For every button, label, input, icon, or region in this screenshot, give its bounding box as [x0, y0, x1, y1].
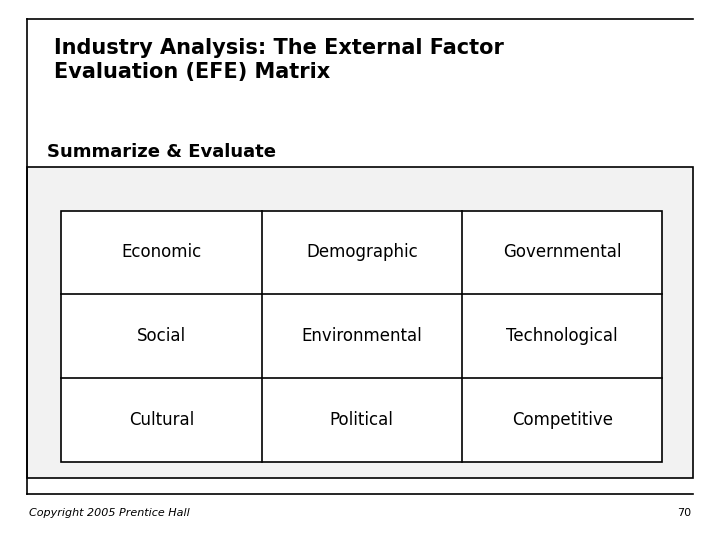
Bar: [27, 167, 693, 478]
Text: Demographic: Demographic: [306, 244, 418, 261]
Text: Technological: Technological: [506, 327, 618, 345]
Text: Industry Analysis: The External Factor
Evaluation (EFE) Matrix: Industry Analysis: The External Factor E…: [54, 38, 504, 82]
Text: Copyright 2005 Prentice Hall: Copyright 2005 Prentice Hall: [29, 508, 189, 518]
Text: Social: Social: [137, 327, 186, 345]
Text: Environmental: Environmental: [302, 327, 422, 345]
Text: 70: 70: [677, 508, 691, 518]
Text: Political: Political: [330, 411, 394, 429]
Text: Cultural: Cultural: [129, 411, 194, 429]
Bar: [61, 211, 662, 462]
Text: Governmental: Governmental: [503, 244, 621, 261]
Text: Economic: Economic: [121, 244, 202, 261]
Text: Summarize & Evaluate: Summarize & Evaluate: [47, 143, 276, 161]
Text: Competitive: Competitive: [512, 411, 613, 429]
